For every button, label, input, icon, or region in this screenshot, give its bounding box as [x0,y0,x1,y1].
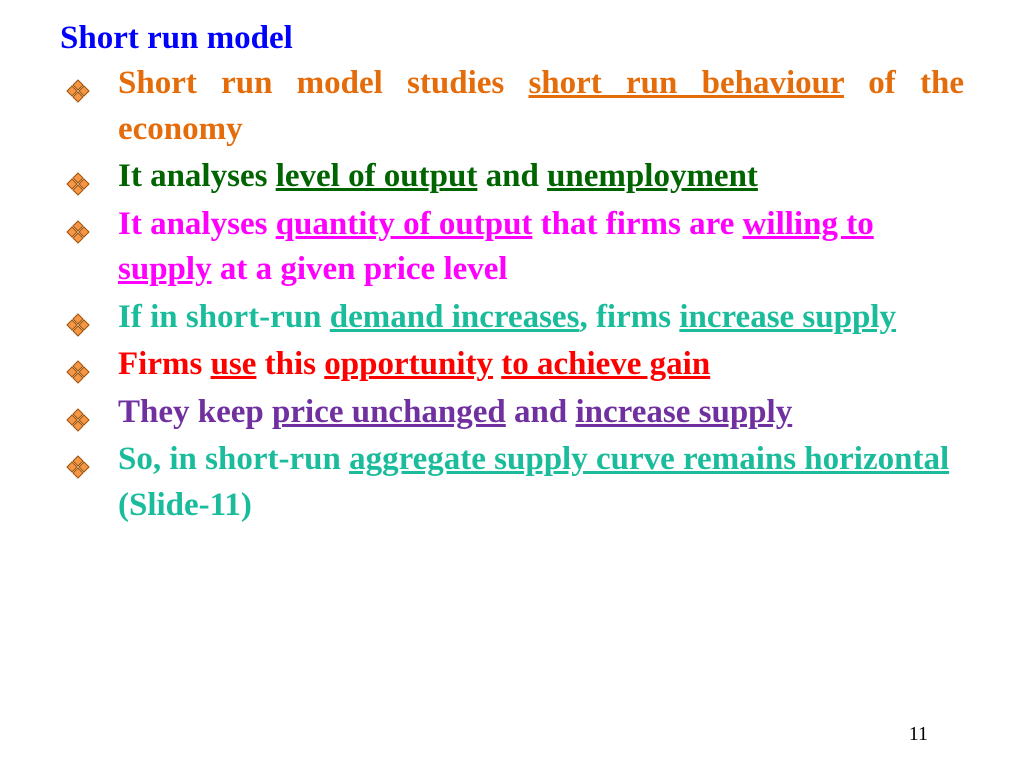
diamond-bullet-icon [66,164,90,188]
text-segment: It analyses [118,206,276,242]
list-item: So, in short-run aggregate supply curve … [60,437,964,528]
text-segment: price unchanged [272,394,506,430]
list-item: They keep price unchanged and increase s… [60,390,964,436]
list-item: It analyses level of output and unemploy… [60,154,964,200]
text-segment [493,346,501,382]
slide-title: Short run model [60,20,964,57]
text-segment: this [256,346,324,382]
diamond-bullet-icon [66,400,90,424]
text-segment: They keep [118,394,272,430]
text-segment: unemployment [547,158,758,194]
text-segment: , firms [579,299,679,335]
text-segment: and [506,394,576,430]
text-segment: demand increases [330,299,580,335]
diamond-bullet-icon [66,447,90,471]
list-item: It analyses quantity of output that firm… [60,202,964,293]
list-item: If in short-run demand increases, firms … [60,295,964,341]
text-segment: If in short-run [118,299,330,335]
text-segment: increase supply [679,299,896,335]
text-segment: So, in short-run [118,441,349,477]
text-segment: increase supply [576,394,793,430]
diamond-bullet-icon [66,212,90,236]
slide-content: Short run model Short run model studies … [0,0,1024,550]
text-segment: quantity of output [276,206,533,242]
text-segment: and [477,158,547,194]
list-item: Short run model studies short run behavi… [60,61,964,152]
text-segment: that firms are [532,206,742,242]
text-segment: opportunity [324,346,493,382]
text-segment: to achieve gain [501,346,710,382]
text-segment: level of output [276,158,478,194]
text-segment: Firms [118,346,211,382]
diamond-bullet-icon [66,352,90,376]
diamond-bullet-icon [66,71,90,95]
text-segment: short run behaviour [528,65,844,101]
text-segment: use [211,346,257,382]
text-segment: Short run model studies [118,65,528,101]
diamond-bullet-icon [66,305,90,329]
text-segment: It analyses [118,158,276,194]
list-item: Firms use this opportunity to achieve ga… [60,342,964,388]
page-number: 11 [909,723,928,746]
text-segment: at a given price level [212,251,508,287]
text-segment: aggregate supply curve remains horizonta… [349,441,949,477]
bullet-list: Short run model studies short run behavi… [60,61,964,528]
text-segment: (Slide-11) [118,487,252,523]
